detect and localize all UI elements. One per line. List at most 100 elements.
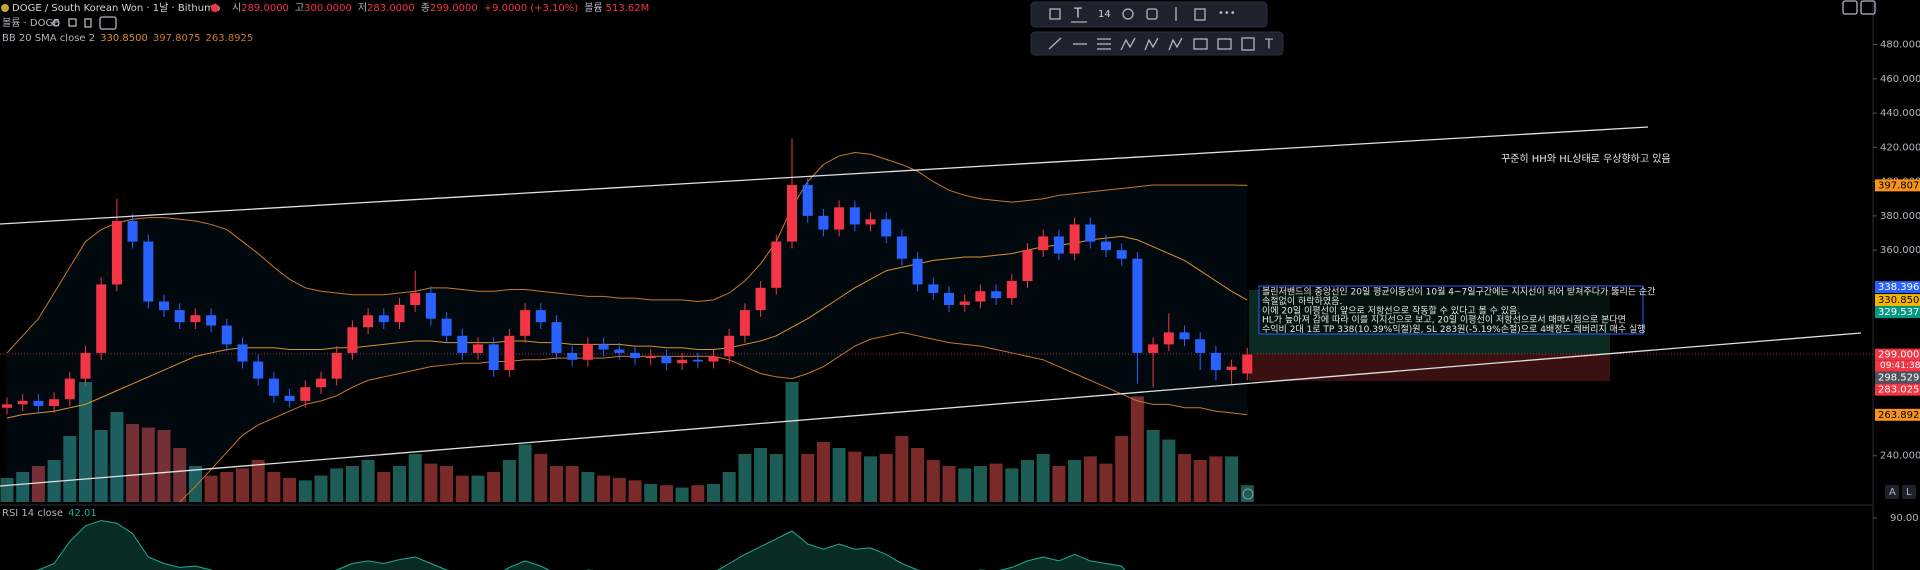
volume-bar <box>330 468 344 502</box>
candle-body <box>818 215 829 230</box>
bb-value: 397.8075 <box>153 33 201 44</box>
candle-body <box>881 219 892 237</box>
candle-body <box>520 310 531 336</box>
trend-line <box>0 126 1649 225</box>
price-label-bg <box>1875 371 1920 384</box>
volume-bar <box>157 430 171 502</box>
candle-body <box>457 335 468 353</box>
candle-body <box>174 310 185 323</box>
price-label: 397.8075 <box>1878 180 1920 191</box>
volume-bar <box>926 460 940 502</box>
text-box-line: 수익비 2대 1로 TP 338(10.39%익절)원, SL 283원(-5.… <box>1262 323 1646 335</box>
candle-body <box>64 378 75 400</box>
symbol-icon <box>1 4 9 12</box>
tool-icon[interactable] <box>1049 8 1061 20</box>
tool-more[interactable]: ••• <box>1218 8 1236 19</box>
volume-bar <box>1005 468 1019 502</box>
candle-body <box>661 356 672 364</box>
volume-bar <box>911 448 925 502</box>
volume-bar <box>141 427 155 502</box>
timer-bg <box>1875 360 1920 372</box>
price-label: 338.3966 <box>1878 282 1920 293</box>
tool-icon[interactable] <box>1146 8 1158 20</box>
volume-bar <box>895 436 909 502</box>
icon-button[interactable] <box>1842 0 1858 15</box>
candle-body <box>425 292 436 319</box>
candle-body <box>1006 280 1017 299</box>
candle-body <box>80 352 91 379</box>
volume-bar <box>581 472 595 502</box>
price-label-bg <box>1875 294 1920 307</box>
candle-body <box>237 344 248 362</box>
candle-body <box>316 378 326 388</box>
volume-bar <box>942 466 956 502</box>
price-label: 330.8500 <box>1878 295 1920 306</box>
y-tick-label: 440.0000 <box>1880 108 1920 119</box>
candle-body <box>331 352 342 379</box>
candle-body <box>928 284 939 293</box>
volume-bar <box>691 485 705 502</box>
candle-body <box>1069 224 1080 254</box>
volume-bar <box>644 484 658 502</box>
candle-body <box>1085 224 1096 242</box>
tool-text[interactable]: T <box>1073 7 1082 22</box>
candle-body <box>268 378 279 396</box>
candle-body <box>1132 258 1143 353</box>
scale-button-label[interactable]: A <box>1889 487 1896 498</box>
ohlc-value: 299.0000 <box>430 3 478 14</box>
tool-icon[interactable] <box>1241 37 1255 51</box>
rsi-name: RSI 14 close <box>2 508 63 519</box>
fx-icon[interactable] <box>1242 488 1254 500</box>
bb-name: BB 20 SMA close 2 <box>2 33 95 44</box>
tool-icon[interactable] <box>1048 37 1062 50</box>
tool-icon[interactable] <box>1194 8 1206 21</box>
tool-icon[interactable] <box>1168 37 1183 51</box>
font-size[interactable]: 14 <box>1098 9 1111 20</box>
toolbar <box>1030 31 1284 56</box>
candle-body <box>598 344 609 350</box>
candle-body <box>221 325 232 345</box>
text-box-line: 이에 20일 이평선이 앞으로 저항선으로 작동할 수 있다고 볼 수 있음. <box>1262 304 1520 316</box>
candle-body <box>488 344 499 371</box>
tool-icon[interactable] <box>1144 37 1159 51</box>
tool-icon[interactable]: T <box>1264 38 1273 53</box>
rsi-tick-label: 90.00 <box>1890 513 1919 524</box>
price-label-bg <box>1875 179 1920 192</box>
volume-bar <box>267 472 281 502</box>
tool-icon[interactable] <box>1120 37 1136 51</box>
text-box <box>1258 285 1644 335</box>
scale-button[interactable] <box>1902 485 1916 499</box>
ohlc-label: 저 <box>358 2 367 14</box>
volume-bar <box>864 456 877 502</box>
bb-value: 330.8500 <box>100 33 148 44</box>
candle-body <box>677 359 688 364</box>
candle-body <box>1053 236 1064 254</box>
volume-bar <box>816 442 830 502</box>
candle-body <box>755 287 766 311</box>
volume-bar <box>110 412 124 502</box>
candle-body <box>159 301 169 311</box>
icon-button[interactable] <box>1860 0 1876 15</box>
scale-button[interactable] <box>1885 485 1899 499</box>
candle-body <box>253 361 264 379</box>
tool-icon[interactable] <box>1193 38 1208 50</box>
candle-body <box>1195 339 1206 353</box>
candle-body <box>551 322 562 353</box>
tool-icon[interactable] <box>1217 38 1232 50</box>
volume-bar <box>1036 454 1050 502</box>
candle-body <box>739 310 750 336</box>
tool-icon[interactable] <box>1122 8 1134 20</box>
volume-bar <box>440 466 454 502</box>
text-box-line: 속절없이 하락하였음. <box>1262 295 1342 307</box>
volume-bar <box>973 466 987 502</box>
volume-bar <box>565 466 579 502</box>
volume-bar <box>1115 436 1129 502</box>
volume-bar <box>298 480 312 502</box>
ohlc-value: 289.0000 <box>241 3 289 14</box>
scale-button-label[interactable]: L <box>1906 487 1912 498</box>
volume-bar <box>502 460 516 502</box>
y-tick-label: 480.0000 <box>1880 40 1920 51</box>
price-label-bg <box>1875 348 1920 361</box>
candle-body <box>787 185 797 242</box>
candle-body <box>1226 366 1237 371</box>
